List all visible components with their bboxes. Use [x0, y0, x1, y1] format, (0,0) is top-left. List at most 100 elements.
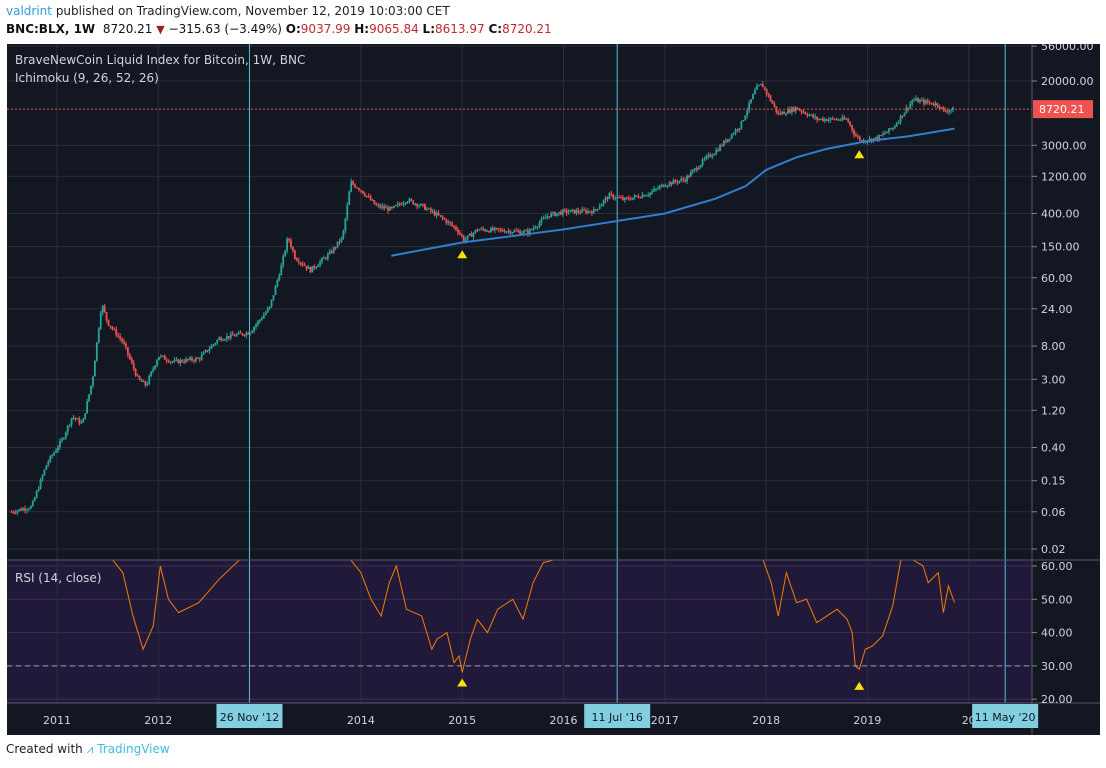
candle-body	[616, 197, 619, 199]
candle-body	[835, 119, 838, 121]
candle-body	[897, 122, 900, 124]
candle-body	[614, 198, 617, 200]
candle-body	[449, 221, 452, 224]
tradingview-logo[interactable]: ⩘ TradingView	[86, 742, 170, 756]
candle-body	[460, 234, 463, 237]
candle-body	[398, 203, 401, 205]
candle-body	[445, 219, 448, 223]
price-axis[interactable]: 56000.00 20000.00 3000.00 1200.00 400.00 150.…	[1032, 44, 1094, 706]
candle-body	[952, 107, 954, 110]
price-tick-label: 20000.00	[1041, 75, 1094, 88]
candle-body	[658, 186, 661, 189]
candle-body	[433, 211, 436, 216]
time-tick-label: 2018	[752, 714, 780, 727]
candle-body	[185, 358, 188, 363]
candle-body	[441, 215, 444, 219]
candle-body	[757, 85, 760, 87]
candle-body	[309, 266, 312, 273]
candle-body	[709, 154, 712, 157]
candle-body	[787, 109, 789, 114]
time-tick-label: 2017	[651, 714, 679, 727]
price-tick-label: 1200.00	[1041, 170, 1087, 183]
candle-body	[851, 125, 853, 131]
candle-body	[917, 98, 919, 103]
time-tick-label: 2011	[43, 714, 71, 727]
candle-body	[491, 227, 494, 231]
candle-body	[942, 107, 945, 110]
author-link[interactable]: valdrint	[6, 4, 52, 18]
candle-body	[542, 217, 545, 220]
candle-body	[16, 510, 19, 513]
candle-body	[241, 333, 244, 335]
candle-body	[823, 119, 826, 121]
candle-body	[55, 450, 57, 453]
candle-body	[886, 132, 888, 134]
price-tick-label: 24.00	[1041, 303, 1073, 316]
price-tick-label: 0.02	[1041, 543, 1066, 556]
created-with-text: Created with	[6, 742, 83, 756]
candle-body	[612, 194, 615, 199]
chart[interactable]: 56000.00 20000.00 3000.00 1200.00 400.00 150.…	[7, 44, 1100, 735]
candle-body	[662, 184, 665, 187]
candle-body	[313, 266, 316, 269]
candle-body	[544, 217, 547, 219]
candle-body	[643, 194, 646, 197]
candle-body	[392, 205, 395, 208]
candle-body	[412, 200, 415, 205]
candle-body	[792, 107, 795, 112]
candle-body	[841, 117, 844, 120]
candle-body	[818, 119, 820, 121]
candle-body	[717, 150, 719, 152]
price-tick-label: 60.00	[1041, 272, 1073, 285]
candle-body	[144, 381, 147, 386]
candle-body	[571, 209, 574, 211]
candle-body	[86, 401, 89, 414]
candle-body	[913, 99, 916, 101]
time-tick-label: 2016	[550, 714, 578, 727]
candle-body	[72, 417, 75, 419]
candle-body	[590, 211, 593, 214]
candle-body	[763, 87, 766, 90]
candle-body	[773, 103, 776, 107]
date-label-box	[216, 704, 283, 728]
candle-body	[115, 329, 118, 336]
candle-body	[804, 112, 807, 115]
candle-body	[820, 118, 822, 120]
candle-body	[814, 116, 817, 118]
candle-body	[22, 508, 24, 511]
candle-body	[328, 251, 331, 254]
candle-body	[577, 210, 580, 213]
candle-body	[769, 95, 772, 101]
candle-body	[631, 197, 634, 200]
candle-body	[381, 206, 384, 208]
candle-body	[930, 102, 933, 105]
candle-body	[674, 180, 677, 182]
candle-body	[839, 119, 842, 121]
candle-body	[346, 204, 349, 219]
candle-body	[670, 182, 673, 185]
candle-body	[268, 306, 271, 309]
candle-body	[944, 109, 947, 112]
candle-body	[336, 241, 339, 248]
candle-body	[317, 265, 320, 267]
candle-body	[641, 194, 644, 198]
candle-body	[233, 335, 236, 337]
candle-body	[284, 250, 287, 256]
candle-body	[53, 452, 56, 456]
candle-body	[754, 89, 756, 95]
candle-body	[476, 229, 479, 231]
candle-body	[808, 115, 811, 117]
candle-body	[37, 488, 40, 492]
date-label-box	[972, 704, 1039, 728]
rsi-pane-background	[7, 560, 1032, 703]
candle-body	[478, 229, 481, 231]
candle-body	[557, 211, 560, 214]
candle-body	[501, 229, 504, 232]
candle-body	[220, 337, 222, 341]
candle-body	[732, 133, 735, 135]
candle-body	[715, 150, 718, 155]
candle-body	[416, 203, 419, 207]
candle-body	[833, 118, 836, 120]
candle-body	[451, 223, 454, 226]
